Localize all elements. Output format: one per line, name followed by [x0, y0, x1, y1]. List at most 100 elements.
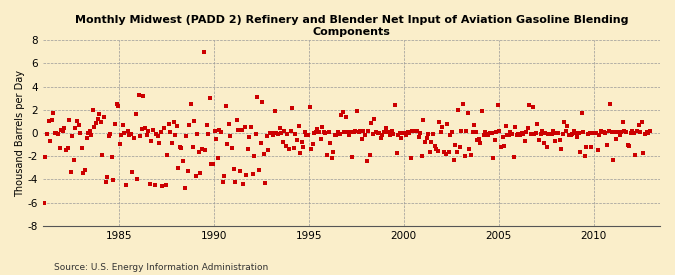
Point	[554, 138, 565, 142]
Point	[140, 125, 151, 130]
Point	[493, 102, 504, 107]
Point	[347, 155, 358, 160]
Point	[380, 126, 391, 130]
Point	[353, 130, 364, 134]
Point	[508, 154, 519, 159]
Point	[128, 136, 139, 141]
Point	[45, 138, 55, 143]
Point	[159, 126, 169, 130]
Point	[360, 133, 371, 138]
Point	[491, 130, 502, 135]
Point	[287, 105, 298, 110]
Point	[179, 186, 190, 190]
Point	[576, 111, 587, 115]
Point	[594, 133, 605, 137]
Point	[190, 174, 201, 178]
Point	[206, 162, 217, 166]
Point	[49, 131, 60, 136]
Point	[572, 134, 583, 139]
Point	[103, 134, 114, 138]
Point	[532, 122, 543, 127]
Point	[122, 129, 133, 133]
Point	[454, 144, 465, 149]
Point	[230, 180, 240, 185]
Title: Monthly Midwest (PADD 2) Refinery and Blender Net Input of Aviation Gasoline Ble: Monthly Midwest (PADD 2) Refinery and Bl…	[75, 15, 628, 37]
Point	[181, 134, 192, 138]
Point	[238, 182, 248, 186]
Point	[516, 131, 527, 135]
Point	[117, 123, 128, 128]
Point	[489, 137, 500, 142]
Point	[290, 132, 301, 136]
Point	[625, 131, 636, 135]
Point	[247, 172, 258, 176]
Point	[439, 150, 450, 155]
Point	[407, 129, 418, 133]
Point	[638, 151, 649, 155]
Point	[240, 125, 250, 129]
Point	[579, 153, 590, 158]
Point	[295, 151, 306, 156]
Point	[304, 105, 315, 110]
Point	[47, 117, 57, 122]
Point	[171, 124, 182, 128]
Point	[377, 133, 387, 137]
Point	[275, 131, 286, 135]
Point	[613, 130, 624, 134]
Point	[504, 133, 514, 137]
Point	[174, 145, 185, 150]
Point	[641, 130, 652, 134]
Point	[288, 146, 299, 150]
Point	[333, 130, 344, 134]
Point	[385, 133, 396, 137]
Point	[227, 146, 238, 150]
Point	[220, 103, 231, 108]
Point	[535, 132, 546, 136]
Point	[416, 154, 427, 158]
Point	[314, 130, 325, 135]
Point	[173, 165, 184, 170]
Point	[119, 131, 130, 135]
Point	[168, 120, 179, 124]
Point	[399, 131, 410, 135]
Point	[203, 131, 214, 136]
Point	[167, 141, 178, 145]
Point	[628, 131, 639, 135]
Point	[591, 131, 601, 135]
Point	[59, 125, 70, 130]
Point	[564, 133, 574, 137]
Point	[425, 150, 435, 154]
Point	[526, 132, 537, 136]
Point	[502, 133, 513, 137]
Point	[578, 130, 589, 134]
Point	[374, 131, 385, 135]
Point	[326, 155, 337, 160]
Point	[402, 130, 413, 134]
Point	[573, 131, 584, 136]
Point	[461, 129, 472, 133]
Point	[559, 119, 570, 124]
Point	[603, 129, 614, 133]
Point	[319, 130, 329, 134]
Point	[130, 112, 141, 116]
Point	[600, 130, 611, 135]
Point	[388, 131, 399, 136]
Point	[620, 129, 631, 134]
Point	[581, 144, 592, 149]
Point	[132, 176, 142, 181]
Point	[42, 132, 53, 136]
Point	[614, 132, 625, 137]
Point	[88, 107, 99, 112]
Point	[89, 125, 100, 129]
Point	[475, 141, 486, 145]
Point	[151, 132, 161, 137]
Point	[273, 132, 284, 137]
Point	[261, 134, 272, 138]
Point	[259, 152, 269, 156]
Point	[102, 174, 113, 179]
Point	[242, 147, 253, 151]
Point	[570, 131, 580, 135]
Point	[608, 158, 619, 162]
Point	[442, 122, 453, 126]
Point	[336, 113, 347, 117]
